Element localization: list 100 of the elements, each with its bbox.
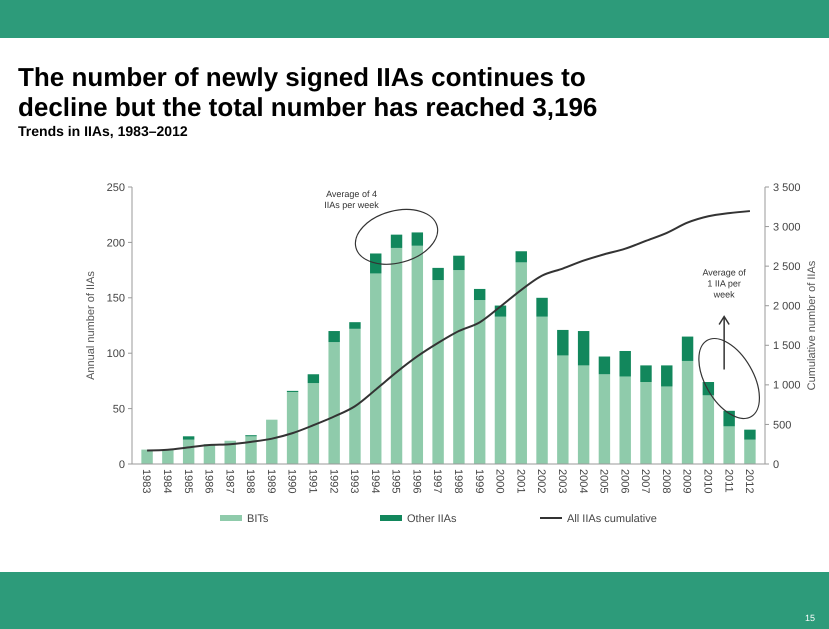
bar	[390, 248, 402, 464]
bar	[266, 420, 278, 464]
line-series	[146, 210, 751, 452]
x-tick-label: 1994	[368, 469, 381, 494]
x-tick-label: 2003	[556, 469, 568, 494]
x-tick-label: 2001	[514, 469, 526, 494]
x-tick-label: 1991	[306, 469, 319, 494]
bar	[349, 328, 361, 464]
bar	[682, 360, 694, 464]
bar	[412, 232, 424, 246]
bar	[557, 330, 569, 356]
x-tick-label: 2007	[639, 469, 652, 494]
x-tick-label: 1995	[390, 469, 402, 494]
bar	[328, 342, 340, 464]
bar	[412, 246, 424, 464]
bar	[432, 268, 444, 280]
y2-tick-label: 500	[773, 419, 792, 432]
bar	[619, 350, 631, 376]
bar	[557, 355, 569, 464]
bar	[598, 356, 610, 374]
x-tick-label: 1986	[202, 469, 215, 494]
annotation: Average of 1 IIA per week	[702, 268, 746, 300]
bar	[744, 440, 756, 464]
bar	[370, 273, 382, 464]
bar	[661, 386, 672, 464]
bar	[349, 322, 361, 329]
y-tick-label: 150	[106, 292, 125, 305]
bar	[536, 298, 548, 317]
y-axis-title: Annual number of IIAs	[85, 270, 97, 380]
x-tick-label: 1988	[244, 469, 256, 494]
annotation: Average of 4 IIAs per week	[324, 188, 380, 210]
bar	[453, 270, 465, 464]
x-tick-label: 1992	[327, 469, 340, 494]
x-tick-label: 2002	[535, 469, 548, 494]
y2-tick-label: 0	[773, 458, 780, 471]
bar	[474, 300, 486, 464]
x-tick-label: 1996	[410, 469, 422, 494]
bar	[640, 382, 652, 464]
y2-tick-label: 1 000	[773, 380, 801, 392]
x-tick-label: 1984	[161, 469, 174, 494]
bar	[182, 440, 194, 464]
x-tick-label: 2012	[743, 469, 756, 494]
y2-tick-label: 3 000	[773, 221, 801, 234]
x-tick-label: 2000	[494, 469, 506, 494]
x-tick-label: 2006	[618, 469, 630, 494]
bar	[432, 280, 444, 464]
x-tick-label: 1997	[431, 469, 444, 494]
y-tick-label: 0	[118, 458, 125, 471]
bar	[598, 374, 610, 464]
bar	[494, 316, 506, 464]
x-tick-label: 1987	[223, 469, 236, 494]
text: 15	[804, 613, 815, 623]
bar	[328, 331, 340, 342]
y2-tick-label: 2 000	[773, 300, 801, 313]
x-tick-label: 2008	[660, 469, 672, 494]
y-tick-label: 250	[106, 182, 125, 194]
x-tick-label: 1999	[472, 469, 485, 494]
bar	[744, 430, 756, 440]
bar	[224, 440, 236, 464]
bar	[536, 316, 548, 464]
x-tick-label: 2011	[722, 469, 734, 493]
y2-tick-label: 3 500	[773, 182, 801, 194]
x-tick-label: 1983	[140, 469, 152, 494]
bar	[682, 336, 694, 361]
bar	[286, 392, 298, 464]
y-tick-label: 100	[106, 348, 125, 360]
y2-axis-title: Cumulative number of IIAs	[806, 260, 818, 390]
legend-label: BITs	[247, 512, 269, 525]
x-tick-label: 1990	[286, 469, 298, 494]
bar	[141, 450, 153, 464]
legend-label: Other IIAs	[407, 512, 458, 525]
bar	[453, 256, 465, 270]
bar	[182, 436, 194, 440]
y2-tick-label: 2 500	[773, 260, 801, 273]
x-tick-label: 2009	[680, 469, 693, 494]
chart-title: The number of newly signed IIAs continues to decline but the total number has reached 3,196	[18, 62, 598, 122]
bar	[370, 253, 382, 274]
legend-label: All IIAs cumulative	[567, 512, 657, 525]
bar	[516, 251, 527, 262]
bar	[661, 365, 672, 386]
bar	[702, 395, 714, 464]
bar	[723, 426, 735, 464]
chart-subtitle: Trends in IIAs, 1983–2012	[18, 123, 188, 139]
y-tick-label: 200	[106, 237, 125, 250]
bar	[578, 365, 590, 464]
bar	[308, 383, 320, 464]
y2-tick-label: 1 500	[773, 340, 801, 352]
bar	[723, 410, 735, 426]
bar	[308, 374, 320, 384]
bar	[578, 331, 590, 366]
bar	[516, 262, 527, 464]
x-tick-label: 1989	[264, 469, 277, 494]
bar	[474, 288, 486, 300]
bar	[640, 365, 652, 382]
x-tick-label: 1993	[348, 469, 360, 494]
bar	[390, 234, 402, 248]
y-tick-label: 50	[112, 403, 125, 416]
bar	[619, 376, 631, 464]
x-tick-label: 1985	[182, 469, 194, 494]
x-tick-label: 2004	[576, 469, 589, 494]
